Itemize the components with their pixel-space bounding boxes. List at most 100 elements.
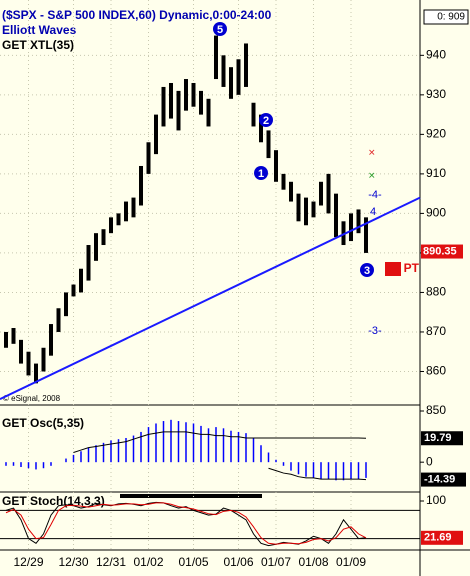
y-tick-label: 860 — [426, 364, 446, 378]
price-bar — [236, 59, 241, 95]
price-bar — [124, 201, 128, 222]
price-bar — [334, 193, 338, 238]
last-price-box — [421, 244, 463, 259]
price-bar — [139, 165, 143, 206]
price-bar — [274, 150, 278, 182]
stoch-marker-bar — [120, 494, 262, 498]
price-bar — [304, 197, 308, 226]
price-bar — [221, 55, 226, 87]
price-bar — [296, 193, 301, 222]
price-bar — [11, 328, 16, 344]
price-bar — [251, 102, 256, 127]
price-bar — [349, 213, 353, 242]
price-bar — [214, 35, 218, 80]
y-tick-label: 920 — [426, 127, 446, 141]
stoch-k-line — [5, 501, 367, 547]
osc-upper-box — [421, 431, 463, 446]
price-bar — [319, 181, 323, 206]
price-bar — [326, 173, 331, 214]
wave-label: 5 — [217, 24, 223, 36]
price-bar — [131, 197, 136, 218]
price-bar — [161, 86, 166, 127]
y-tick-label: 940 — [426, 47, 446, 61]
price-bar — [169, 82, 173, 119]
price-bar — [206, 98, 211, 127]
header-text: 0: 909 — [437, 12, 465, 23]
osc-lower-line — [268, 467, 367, 481]
wave-circle — [360, 263, 374, 277]
y-tick-label: 850 — [426, 403, 446, 417]
target-label: -3- — [368, 325, 382, 337]
price-bar — [281, 173, 286, 190]
last-price-label: 890.35 — [423, 245, 457, 257]
copyright: © eSignal, 2008 — [3, 394, 61, 403]
price-bar — [311, 201, 316, 218]
chart-title: ($SPX - S&P 500 INDEX,60) Dynamic,0:00-2… — [2, 8, 272, 22]
x-tick-label: 01/07 — [261, 555, 291, 569]
price-bar — [109, 217, 113, 234]
price-bar — [259, 114, 263, 143]
points-label: 42 PT — [387, 261, 420, 275]
y-tick-label: 930 — [426, 87, 446, 101]
wave-circle — [259, 113, 273, 127]
price-bar — [199, 90, 203, 115]
price-bar — [56, 308, 61, 332]
stoch-title: GET Stoch(14,3,3) — [2, 494, 105, 508]
osc-lower-box — [421, 472, 466, 487]
points-box — [385, 262, 401, 276]
marker-x: ✕ — [368, 170, 376, 180]
stoch-last-label: 21.69 — [424, 532, 452, 544]
y-tick-label: 900 — [426, 206, 446, 220]
price-bar — [19, 339, 23, 364]
indicator-label: GET XTL(35) — [2, 38, 74, 52]
x-tick-label: 01/08 — [298, 555, 328, 569]
price-bar — [79, 268, 83, 293]
target-label: -4- — [368, 189, 382, 201]
x-tick-label: 12/31 — [96, 555, 126, 569]
price-bar — [266, 130, 271, 159]
price-bar — [26, 351, 31, 376]
price-bar — [184, 79, 188, 111]
price-bar — [86, 245, 91, 281]
price-bar — [191, 82, 196, 107]
osc-upper-line — [73, 431, 367, 453]
price-bar — [116, 213, 121, 226]
stoch-d-line — [5, 502, 367, 545]
header-box — [423, 9, 469, 25]
wave-circle — [254, 166, 268, 180]
trendline — [0, 196, 421, 401]
price-bar — [244, 43, 248, 87]
x-tick-label: 12/29 — [13, 555, 43, 569]
price-bar — [356, 209, 361, 234]
price-bar — [34, 363, 38, 384]
price-bar — [176, 90, 181, 131]
price-bar — [41, 347, 46, 372]
y-tick-label: 0 — [426, 454, 433, 468]
price-bar — [229, 67, 233, 99]
price-bar — [341, 221, 346, 246]
price-bar — [4, 331, 8, 348]
target-label: 4 — [370, 206, 376, 218]
price-bar — [289, 181, 293, 202]
price-bar — [71, 284, 76, 297]
x-tick-label: 01/09 — [336, 555, 366, 569]
y-tick-label: 870 — [426, 324, 446, 338]
y-tick-label: 880 — [426, 285, 446, 299]
y-tick-label: 100 — [426, 493, 446, 507]
y-tick-label: 910 — [426, 166, 446, 180]
osc-upper-label: 19.79 — [424, 432, 452, 444]
stoch-last-box — [421, 530, 463, 545]
subtitle: Elliott Waves — [2, 23, 77, 37]
marker-x: ✕ — [368, 147, 376, 157]
osc-lower-label: -14.39 — [424, 473, 455, 485]
x-tick-label: 12/30 — [58, 555, 88, 569]
price-bar — [64, 292, 68, 317]
x-tick-label: 01/05 — [178, 555, 208, 569]
osc-title: GET Osc(5,35) — [2, 416, 84, 430]
price-bar — [49, 324, 53, 356]
price-bar — [94, 233, 98, 261]
wave-label: 3 — [364, 265, 370, 277]
